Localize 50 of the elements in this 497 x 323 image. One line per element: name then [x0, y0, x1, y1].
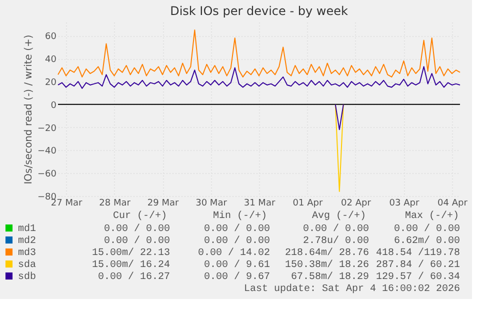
- text: 0.00 / 0.00: [204, 235, 270, 247]
- text: 67.58m/ 18.29: [290, 271, 369, 283]
- line-series: [58, 66, 460, 89]
- text: Avg (-/+): [312, 210, 366, 222]
- legend-label: md3: [18, 247, 36, 259]
- text: 0.00 / 0.00: [204, 223, 270, 235]
- legend-label: sda: [18, 259, 36, 271]
- y-tick-label: 0: [50, 100, 57, 111]
- text: 218.64m/ 28.76: [284, 247, 369, 259]
- line-series: [58, 30, 460, 78]
- text: 15.00m/ 16.24: [92, 259, 170, 271]
- y-tick-label: −20: [38, 124, 57, 134]
- x-tick-label: 31 Mar: [244, 198, 276, 208]
- y-tick-label: 20: [45, 78, 57, 88]
- text: 2.78u/ 0.00: [302, 235, 369, 247]
- text: Last update: Sat Apr 4 16:00:02 2026: [244, 283, 460, 295]
- x-tick-label: 28 Mar: [99, 198, 131, 208]
- x-tick-label: 01 Apr: [292, 198, 323, 208]
- x-tick-label: 30 Mar: [196, 198, 228, 208]
- y-tick-label: −40: [38, 146, 57, 157]
- text: 0.00 / 14.02: [198, 247, 270, 259]
- legend-label: sdb: [18, 271, 36, 283]
- y-tick-label: −60: [38, 170, 57, 180]
- text: Max (-/+): [404, 210, 460, 222]
- x-tick-label: 27 Mar: [50, 198, 82, 208]
- x-tick-label: 29 Mar: [147, 198, 179, 208]
- text: 129.57 / 60.34: [376, 271, 460, 283]
- text: 150.38m/ 18.26: [284, 259, 369, 271]
- x-tick-label: 03 Apr: [389, 198, 420, 208]
- y-tick-label: 60: [45, 32, 57, 42]
- text: 15.00m/ 22.13: [92, 247, 170, 259]
- text: Min (-/+): [212, 210, 268, 222]
- y-axis-title: IOs/second read (-) / write (+): [24, 34, 35, 184]
- text: 0.00 / 9.61: [204, 259, 270, 271]
- text: Cur (-/+): [112, 210, 168, 222]
- legend-label: md1: [18, 223, 36, 235]
- x-tick-label: 04 Apr: [438, 198, 468, 208]
- text: 0.00 / 0.00: [104, 223, 170, 235]
- legend-label: md2: [18, 235, 36, 247]
- chart-title: Disk IOs per device - by week: [170, 4, 348, 18]
- text: 0.00 / 0.00: [302, 223, 369, 235]
- text: 6.62m/ 0.00: [394, 235, 460, 247]
- text: 0.00 / 0.00: [394, 223, 460, 235]
- text: 418.54 /119.78: [376, 247, 460, 259]
- text: 0.00 / 9.67: [204, 271, 270, 283]
- text: 287.84 / 60.21: [376, 259, 460, 271]
- text: 0.00 / 16.27: [98, 271, 170, 283]
- x-tick-label: 02 Apr: [341, 198, 372, 208]
- y-tick-label: 40: [45, 55, 57, 66]
- text: 0.00 / 0.00: [104, 235, 170, 247]
